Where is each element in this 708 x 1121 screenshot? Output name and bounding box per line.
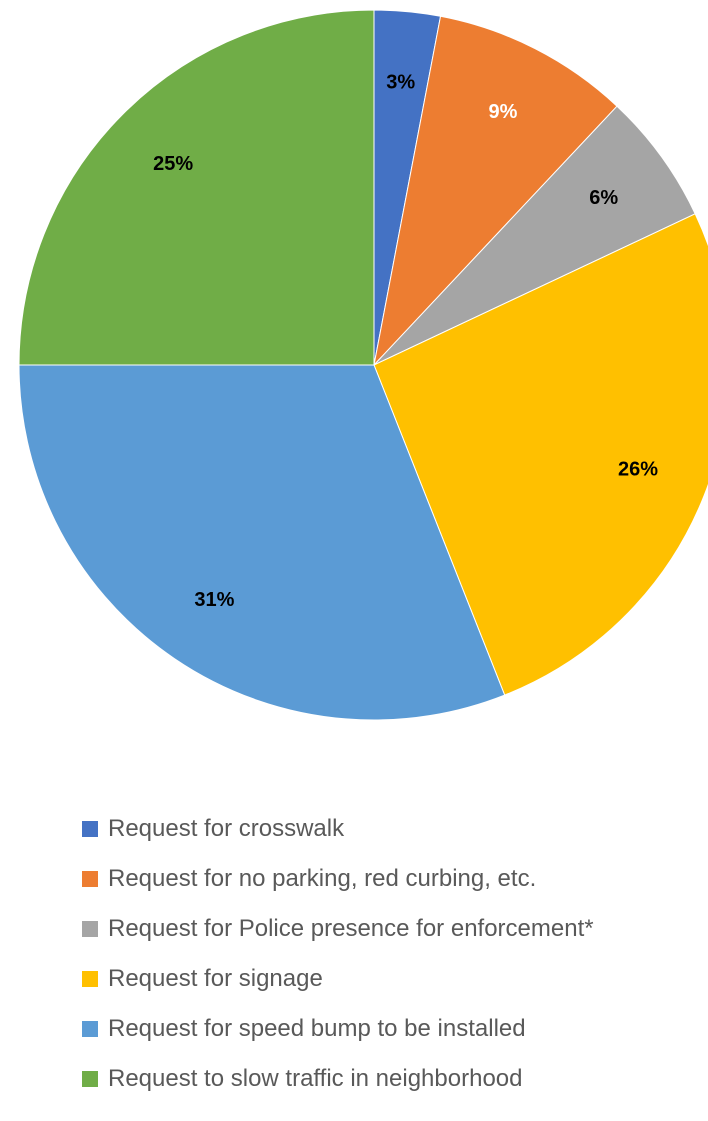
legend-swatch-icon bbox=[82, 921, 98, 937]
legend-swatch-icon bbox=[82, 1071, 98, 1087]
pie-data-label-5: 25% bbox=[153, 153, 193, 175]
pie-data-labels: 3% 9% 6% 26% 31% 25% bbox=[153, 71, 658, 611]
legend-item-slow-traffic: Request to slow traffic in neighborhood bbox=[82, 1064, 692, 1094]
pie-slice-1 bbox=[373, 15, 618, 367]
pie-slice-4 bbox=[18, 364, 506, 721]
legend-item-no-parking: Request for no parking, red curbing, etc… bbox=[82, 864, 692, 894]
legend-item-police-presence: Request for Police presence for enforcem… bbox=[82, 914, 692, 944]
legend-label: Request to slow traffic in neighborhood bbox=[108, 1065, 523, 1092]
legend-swatch-icon bbox=[82, 1021, 98, 1037]
legend-label: Request for speed bump to be installed bbox=[108, 1015, 526, 1042]
pie-data-label-0: 3% bbox=[386, 71, 415, 93]
chart-legend: Request for crosswalk Request for no par… bbox=[82, 814, 692, 1114]
pie-data-label-2: 6% bbox=[589, 187, 618, 209]
legend-swatch-icon bbox=[82, 971, 98, 987]
legend-swatch-icon bbox=[82, 821, 98, 837]
pie-slice-2 bbox=[373, 105, 696, 366]
legend-swatch-icon bbox=[82, 871, 98, 887]
legend-item-signage: Request for signage bbox=[82, 964, 692, 994]
pie-data-label-3: 26% bbox=[618, 459, 658, 481]
legend-label: Request for signage bbox=[108, 965, 323, 992]
pie-slices bbox=[18, 9, 708, 721]
legend-label: Request for Police presence for enforcem… bbox=[108, 915, 594, 942]
legend-item-speed-bump: Request for speed bump to be installed bbox=[82, 1014, 692, 1044]
legend-label: Request for no parking, red curbing, etc… bbox=[108, 865, 537, 892]
legend-label: Request for crosswalk bbox=[108, 815, 345, 842]
pie-slice-5 bbox=[18, 9, 375, 366]
pie-chart-plot: 3% 9% 6% 26% 31% 25% bbox=[18, 9, 708, 721]
pie-data-label-1: 9% bbox=[488, 101, 517, 123]
pie-data-label-4: 31% bbox=[194, 589, 234, 611]
legend-item-crosswalk: Request for crosswalk bbox=[82, 814, 692, 844]
